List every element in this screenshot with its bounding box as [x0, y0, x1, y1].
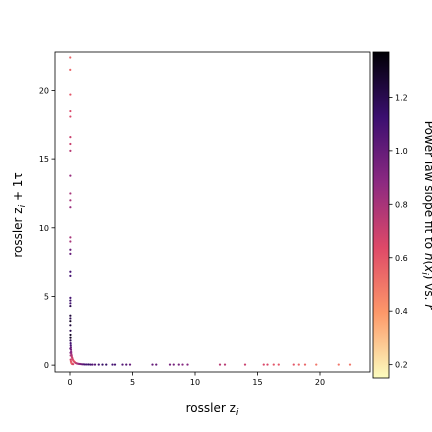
y-tick-label: 10: [39, 224, 49, 233]
scatter-point: [277, 363, 280, 366]
scatter-point: [69, 336, 72, 339]
colorbar-tick-label: 0.4: [395, 307, 408, 316]
scatter-point: [113, 363, 117, 366]
scatter-point: [177, 363, 180, 366]
scatter-point: [125, 363, 128, 366]
scatter-point: [69, 324, 72, 327]
scatter-point: [315, 363, 318, 366]
x-axis-ticks: 0 5 10 15 20: [67, 372, 325, 387]
scatter-point: [168, 363, 172, 366]
scatter-point: [69, 199, 72, 202]
scatter-point: [72, 363, 75, 366]
scatter-point: [69, 296, 72, 299]
scatter-point: [91, 363, 94, 366]
y-tick-label: 5: [44, 292, 49, 301]
scatter-point: [69, 206, 72, 209]
scatter-point: [69, 174, 72, 177]
scatter-point: [69, 351, 72, 354]
scatter-point: [69, 320, 72, 323]
plot-frame: [54, 51, 371, 373]
scatter-point: [69, 304, 72, 308]
x-tick-label: 0: [67, 378, 72, 387]
scatter-point: [69, 299, 72, 302]
scatter-point: [101, 363, 104, 366]
scatter-points: [69, 56, 352, 366]
scatter-point: [121, 363, 124, 366]
scatter-point: [186, 363, 189, 366]
scatter-point: [303, 363, 307, 366]
scatter-point: [172, 363, 175, 366]
colorbar-tick-label: 0.2: [395, 361, 408, 370]
scatter-point: [337, 363, 340, 366]
scatter-point: [97, 363, 100, 366]
x-tick-label: 20: [315, 378, 325, 387]
scatter-point: [69, 149, 72, 152]
scatter-point: [297, 363, 300, 366]
scatter-point: [69, 192, 72, 195]
colorbar-tick-label: 0.6: [395, 254, 408, 263]
y-tick-label: 15: [39, 155, 49, 164]
y-axis-label: rossler zi + 1τ: [11, 172, 28, 257]
scatter-point: [223, 363, 227, 366]
scatter-point: [69, 342, 72, 345]
x-tick-label: 5: [130, 378, 135, 387]
scatter-point: [69, 329, 72, 332]
scatter-point: [69, 93, 72, 96]
scatter-point: [69, 270, 72, 273]
scatter-point: [69, 248, 72, 251]
scatter-point: [69, 344, 72, 347]
scatter-point: [69, 115, 72, 118]
scatter-point: [151, 363, 154, 366]
scatter-point: [83, 363, 87, 366]
scatter-point: [69, 354, 72, 357]
scatter-point: [69, 333, 72, 337]
x-axis-label: rossler zi: [186, 401, 239, 418]
scatter-point: [69, 314, 72, 317]
scatter-point: [69, 274, 72, 277]
scatter-point: [69, 240, 72, 243]
scatter-point: [69, 339, 72, 342]
scatter-point: [69, 68, 72, 71]
colorbar-tick-label: 1.0: [395, 147, 408, 156]
scatter-point: [128, 363, 132, 366]
scatter-point: [348, 363, 352, 366]
colorbar-tick-label: 0.8: [395, 200, 408, 209]
scatter-point: [69, 252, 72, 255]
scatter-point: [87, 363, 90, 366]
scatter-point: [93, 363, 97, 366]
scatter-point: [272, 363, 275, 366]
scatter-point: [69, 347, 72, 350]
scatter-point: [292, 363, 295, 366]
scatter-point: [218, 363, 222, 366]
scatter-point: [69, 236, 72, 239]
y-tick-label: 0: [44, 361, 49, 370]
colorbar-tick-label: 1.2: [395, 93, 408, 102]
scatter-point: [181, 363, 184, 366]
scatter-point: [69, 142, 72, 146]
scatter-point: [262, 363, 265, 366]
scatter-point: [69, 302, 72, 305]
scatter-point: [111, 363, 114, 366]
scatter-point: [105, 363, 108, 366]
scatter-point: [243, 363, 247, 366]
x-tick-label: 10: [190, 378, 200, 387]
colorbar: [372, 51, 390, 379]
scatter-point: [69, 109, 72, 113]
scatter-point: [155, 363, 158, 366]
colorbar-ticks: 0.2 0.4 0.6 0.8 1.0 1.2: [389, 93, 408, 370]
colorbar-label: Power law slope fit to n(xi) vs. r: [419, 121, 432, 311]
y-tick-label: 20: [39, 86, 49, 95]
scatter-point: [69, 317, 72, 320]
scatter-point: [266, 363, 269, 366]
y-axis-ticks: 0 5 10 15 20: [39, 86, 55, 370]
scatter-point: [69, 136, 72, 139]
scatter-point: [69, 56, 72, 59]
scatter-point: [85, 363, 88, 366]
scatter-point: [89, 363, 92, 366]
x-tick-label: 15: [252, 378, 262, 387]
